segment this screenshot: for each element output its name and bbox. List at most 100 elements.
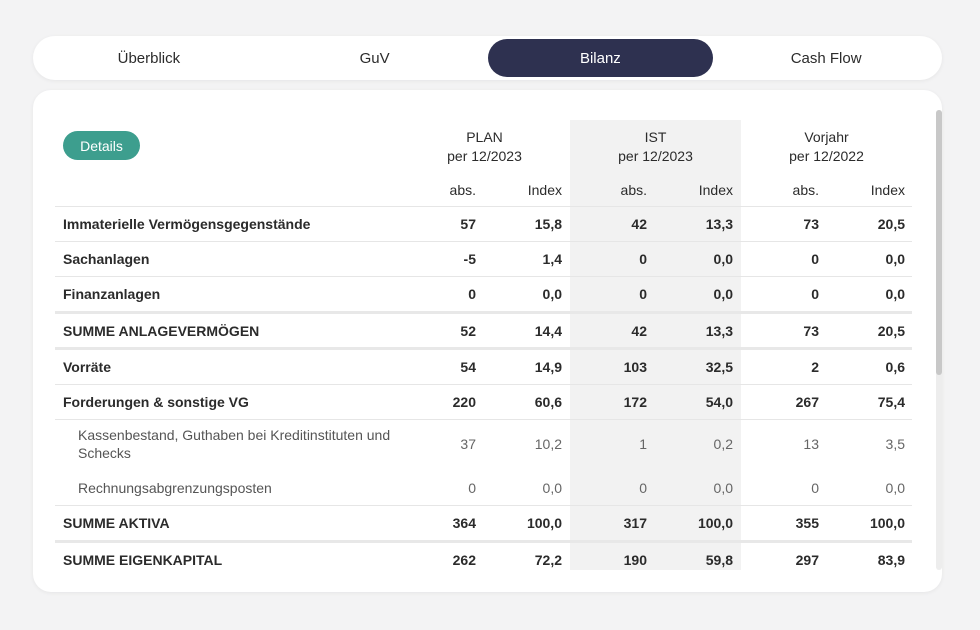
plan-index-value: 14,4 (534, 323, 562, 339)
ist-abs-value: 0 (639, 286, 647, 302)
ist-index-value: 100,0 (697, 515, 733, 531)
row-divider (55, 505, 912, 506)
vorjahr-abs-value: 0 (811, 251, 819, 267)
ist-column-highlight (570, 120, 741, 570)
plan-index-value: 72,2 (534, 552, 562, 568)
row-divider (55, 419, 912, 420)
vorjahr-abs-value: 73 (803, 323, 819, 339)
table-row: Kassenbestand, Guthaben bei Kreditinstit… (55, 423, 912, 465)
plan-abs-value: 262 (452, 552, 476, 568)
vorjahr-index-value: 0,0 (885, 286, 905, 302)
plan-abs-value: 37 (460, 436, 476, 452)
ist-index-value: 13,3 (705, 323, 733, 339)
vorjahr-abs-value: 355 (795, 515, 819, 531)
tab-cash-flow[interactable]: Cash Flow (790, 49, 862, 67)
vorjahr-index-value: 0,0 (885, 480, 905, 496)
row-label: Immaterielle Vermögensgegenstände (63, 216, 311, 232)
table-row: Immaterielle Vermögensgegenstände 57 15,… (55, 207, 912, 241)
vorjahr-index-value: 100,0 (869, 515, 905, 531)
vorjahr-abs-value: 0 (811, 286, 819, 302)
vorjahr-index-value: 0,0 (885, 251, 905, 267)
row-divider (55, 540, 912, 543)
plan-abs-value: 57 (460, 216, 476, 232)
scrollbar-thumb[interactable] (936, 110, 942, 375)
plan-index-value: 10,2 (534, 436, 562, 452)
details-button[interactable]: Details (63, 131, 140, 160)
plan-abs-header: abs. (449, 182, 476, 198)
table-row: Rechnungsabgrenzungsposten 0 0,0 0 0,0 0… (55, 471, 912, 505)
row-label: Finanzanlagen (63, 286, 161, 302)
plan-abs-value: 0 (468, 286, 476, 302)
plan-abs-value: 0 (468, 480, 476, 496)
plan-index-value: 60,6 (534, 394, 562, 410)
vorjahr-title: Vorjahr (804, 129, 849, 145)
ist-abs-header: abs. (620, 182, 647, 198)
ist-abs-value: 1 (639, 436, 647, 452)
row-label: SUMME ANLAGEVERMÖGEN (63, 323, 260, 339)
ist-index-value: 0,2 (713, 436, 733, 452)
ist-index-header: Index (698, 182, 733, 198)
vorjahr-abs-value: 2 (811, 359, 819, 375)
plan-index-value: 14,9 (534, 359, 562, 375)
vorjahr-abs-value: 0 (811, 480, 819, 496)
row-label: Kassenbestand, Guthaben bei Kreditinstit… (78, 427, 391, 461)
row-divider (55, 241, 912, 242)
vorjahr-index-value: 20,5 (877, 216, 905, 232)
vorjahr-abs-value: 267 (795, 394, 819, 410)
vorjahr-abs-value: 73 (803, 216, 819, 232)
table-row: Forderungen & sonstige VG 220 60,6 172 5… (55, 385, 912, 419)
ist-index-value: 0,0 (713, 286, 733, 302)
vorjahr-index-value: 83,9 (877, 552, 905, 568)
plan-index-value: 0,0 (542, 286, 562, 302)
tab-bilanz[interactable]: Bilanz (487, 39, 714, 77)
ist-abs-value: 0 (639, 480, 647, 496)
vertical-scrollbar[interactable] (936, 110, 942, 570)
ist-index-value: 0,0 (713, 251, 733, 267)
plan-index-value: 0,0 (542, 480, 562, 496)
ist-abs-value: 317 (623, 515, 647, 531)
row-divider (55, 311, 912, 314)
row-divider (55, 276, 912, 277)
plan-index-header: Index (527, 182, 562, 198)
vorjahr-index-value: 20,5 (877, 323, 905, 339)
ist-period: per 12/2023 (618, 148, 693, 164)
row-divider (55, 347, 912, 350)
tab-guv[interactable]: GuV (359, 49, 390, 67)
row-label: Rechnungsabgrenzungsposten (78, 480, 272, 496)
row-label: Sachanlagen (63, 251, 150, 267)
header-divider (55, 206, 912, 207)
plan-period: per 12/2023 (447, 148, 522, 164)
tab-ueberblick[interactable]: Überblick (117, 49, 181, 67)
balance-sheet-card: Details PLAN per 12/2023 IST per 12/2023… (33, 90, 942, 592)
vorjahr-period: per 12/2022 (789, 148, 864, 164)
ist-abs-value: 42 (631, 216, 647, 232)
table-row: Finanzanlagen 0 0,0 0 0,0 0 0,0 (55, 277, 912, 311)
ist-abs-value: 0 (639, 251, 647, 267)
vorjahr-index-value: 75,4 (877, 394, 905, 410)
plan-abs-value: -5 (463, 251, 476, 267)
ist-abs-value: 103 (623, 359, 647, 375)
row-divider (55, 384, 912, 385)
ist-column-header: IST per 12/2023 (570, 128, 741, 166)
ist-title: IST (644, 129, 667, 145)
vorjahr-column-header: Vorjahr per 12/2022 (741, 128, 912, 166)
ist-index-value: 13,3 (705, 216, 733, 232)
ist-abs-value: 190 (623, 552, 647, 568)
vorjahr-index-value: 3,5 (885, 436, 905, 452)
plan-abs-value: 52 (460, 323, 476, 339)
row-label: Forderungen & sonstige VG (63, 394, 249, 410)
ist-abs-value: 42 (631, 323, 647, 339)
table-row: Vorräte 54 14,9 103 32,5 2 0,6 (55, 350, 912, 384)
table-row: Sachanlagen -5 1,4 0 0,0 0 0,0 (55, 242, 912, 276)
plan-abs-value: 54 (460, 359, 476, 375)
plan-index-value: 100,0 (526, 515, 562, 531)
table-row: SUMME AKTIVA 364 100,0 317 100,0 355 100… (55, 506, 912, 540)
vorjahr-abs-value: 13 (803, 436, 819, 452)
table-row: SUMME ANLAGEVERMÖGEN 52 14,4 42 13,3 73 … (55, 314, 912, 348)
plan-column-header: PLAN per 12/2023 (399, 128, 570, 166)
vorjahr-abs-header: abs. (792, 182, 819, 198)
ist-index-value: 32,5 (705, 359, 733, 375)
plan-abs-value: 364 (452, 515, 476, 531)
plan-index-value: 1,4 (542, 251, 562, 267)
tab-bar: Überblick GuV Bilanz Cash Flow (33, 36, 942, 80)
